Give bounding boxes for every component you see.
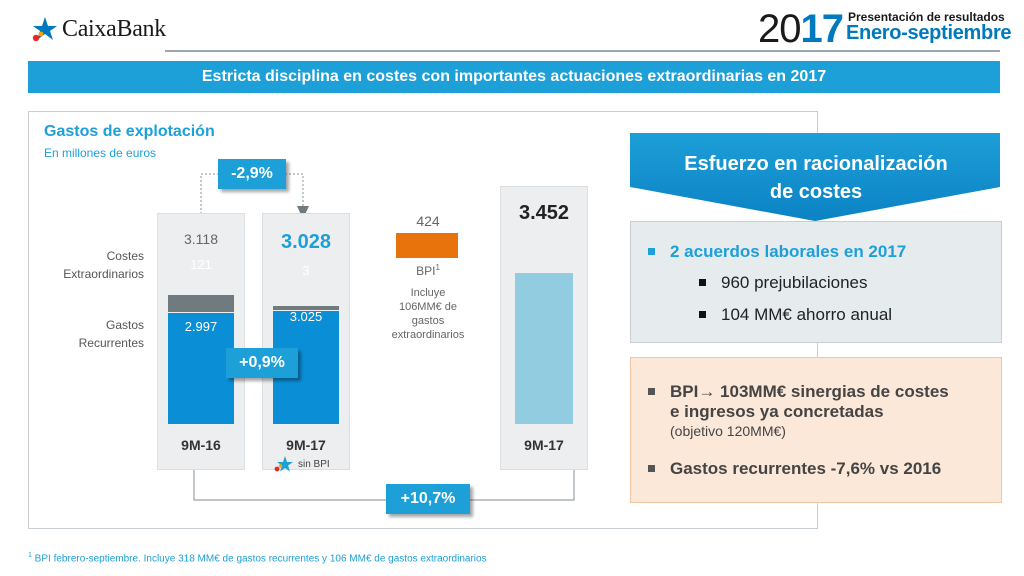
bpi-note-line-4: extraordinarios <box>391 329 465 341</box>
period-label: Enero-septiembre <box>846 22 1012 44</box>
bar-total-9m17 <box>515 273 573 424</box>
connector-bottom <box>193 470 575 501</box>
bullet-square-icon <box>699 311 706 318</box>
bpi-synergies-note: (objetivo 120MM€) <box>670 423 786 439</box>
x-label-9m17-total: 9M-17 <box>524 437 564 453</box>
logo-wordmark: CaixaBank <box>62 15 166 42</box>
total-9m17-with-bpi: 3.452 <box>518 202 570 224</box>
bpi-label-text: BPI <box>416 264 436 278</box>
sin-bpi-label: sin BPI <box>298 458 330 470</box>
bpi-synergies-line-1: BPI→ 103MM€ sinergias de costes <box>670 382 949 401</box>
category-label-recurrent: Gastos Recurrentes <box>40 316 144 352</box>
footnote-marker: 1 <box>28 552 32 559</box>
value-extraordinary-9m16: 121 <box>190 257 212 272</box>
value-recurrent-9m17: 3.025 <box>289 309 323 324</box>
badge-change-mid: +0,9% <box>226 348 298 378</box>
right-heading-line-2: de costes <box>769 181 863 203</box>
year-suffix: 17 <box>800 7 844 51</box>
bpi-synergies-box: BPI→ 103MM€ sinergias de costes e ingres… <box>630 357 1002 503</box>
total-9m16: 3.118 <box>184 231 218 247</box>
bullet-square-icon <box>699 279 706 286</box>
bpi-note-line-3: gastos <box>411 315 445 327</box>
year-prefix: 20 <box>758 7 801 51</box>
connector-top <box>200 173 304 226</box>
footnote: 1 BPI febrero-septiembre. Incluye 318 MM… <box>28 552 487 564</box>
right-heading-banner <box>630 133 1000 221</box>
bpi-note: Incluye 106MM€ de gastos extraordinarios <box>378 286 478 342</box>
bpi-label: BPI1 <box>396 263 460 278</box>
chart-subtitle: En millones de euros <box>44 146 157 160</box>
caixabank-logo: CaixaBank <box>28 14 166 44</box>
presentation-label: Presentación de resultados <box>848 10 1005 24</box>
bar-recurrent-9m16 <box>168 313 234 424</box>
bar-extraordinary-9m16 <box>168 295 234 313</box>
sin-bpi-tag: sin BPI <box>272 455 330 473</box>
bullet-square-icon <box>648 388 655 395</box>
right-heading: Esfuerzo en racionalización de costes <box>630 150 1002 206</box>
bullet-recurrent-costs: Gastos recurrentes -7,6% vs 2016 <box>648 459 941 479</box>
arrow-down-icon <box>297 206 309 219</box>
bar-extraordinary-9m17 <box>273 305 339 310</box>
category-label-extraordinary-text: Costes Extraordinarios <box>63 249 144 281</box>
bpi-synergies-line-2: e ingresos ya concretadas <box>670 402 884 421</box>
x-label-9m17: 9M-17 <box>286 437 326 453</box>
bpi-note-line-1: Incluye <box>410 287 446 299</box>
bullet-early-retirements: 960 prejubilaciones <box>699 273 868 293</box>
bullet-annual-savings: 104 MM€ ahorro anual <box>699 305 892 325</box>
labour-agreements-title: 2 acuerdos laborales en 2017 <box>670 242 907 261</box>
bullet-square-icon <box>648 465 655 472</box>
bar-bpi <box>396 232 458 258</box>
chart-title: Gastos de explotación <box>44 123 215 140</box>
recurrent-costs-text: Gastos recurrentes -7,6% vs 2016 <box>670 459 942 478</box>
category-label-recurrent-text: Gastos Recurrentes <box>78 318 144 350</box>
slide-title-banner: Estricta disciplina en costes con import… <box>28 61 1000 93</box>
bpi-footnote-ref: 1 <box>435 263 440 272</box>
early-retirements-text: 960 prejubilaciones <box>721 273 868 292</box>
category-label-extraordinary: Costes Extraordinarios <box>40 247 144 283</box>
x-label-9m16: 9M-16 <box>181 437 221 453</box>
annual-savings-text: 104 MM€ ahorro anual <box>721 305 893 324</box>
total-9m17: 3.028 <box>280 231 332 253</box>
bpi-note-line-2: 106MM€ de <box>398 301 458 313</box>
caixabank-star-icon <box>272 455 294 473</box>
bullet-square-icon <box>648 248 655 255</box>
right-heading-line-1: Esfuerzo en racionalización <box>684 153 948 175</box>
footnote-text: BPI febrero-septiembre. Incluye 318 MM€ … <box>31 553 487 565</box>
year-title: 2017 <box>758 6 844 52</box>
labour-agreements-box: 2 acuerdos laborales en 2017 960 prejubi… <box>630 221 1002 343</box>
value-bpi: 424 <box>416 213 440 229</box>
badge-change-top: -2,9% <box>218 159 286 189</box>
star-logo-icon <box>28 15 58 43</box>
value-recurrent-9m16: 2.997 <box>184 319 218 334</box>
badge-change-bottom: +10,7% <box>386 484 470 514</box>
header-divider <box>165 50 1000 52</box>
value-extraordinary-9m17: 3 <box>302 263 310 278</box>
bullet-bpi-synergies: BPI→ 103MM€ sinergias de costes e ingres… <box>648 382 949 440</box>
bullet-labour-agreements: 2 acuerdos laborales en 2017 <box>648 242 906 262</box>
